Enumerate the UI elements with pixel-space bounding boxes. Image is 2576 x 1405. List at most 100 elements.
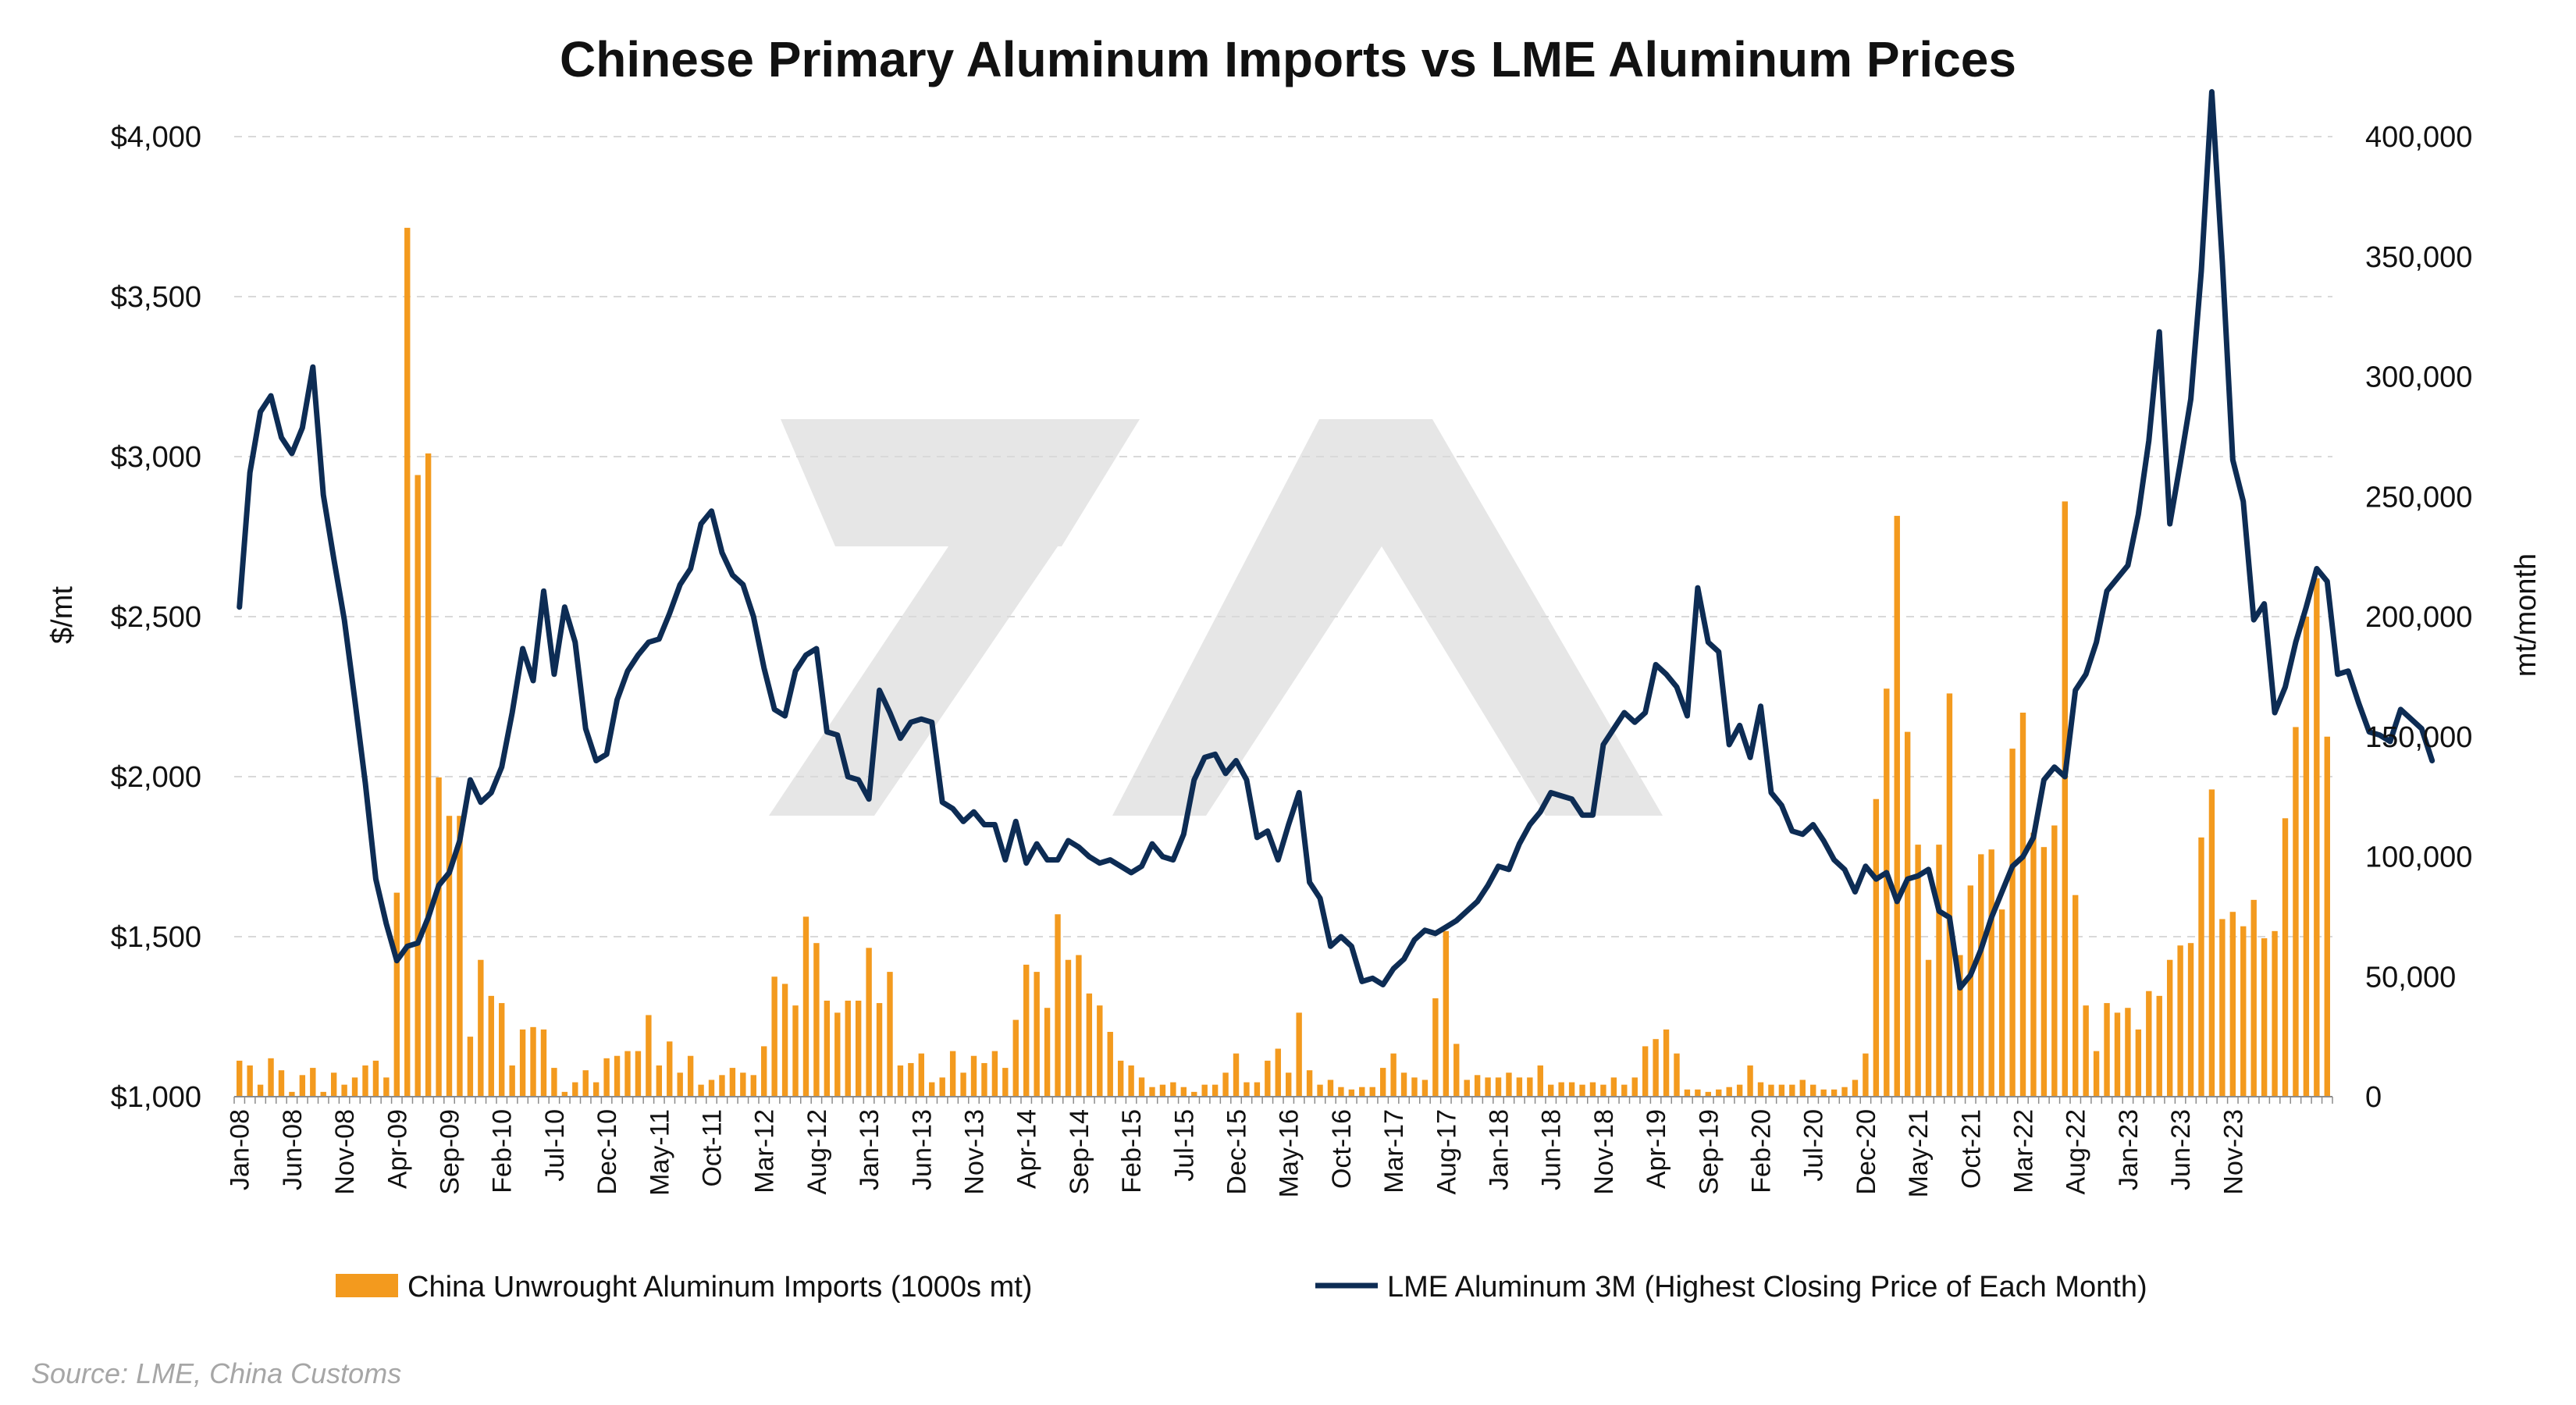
import-bar [2219, 919, 2226, 1097]
x-tick-label: Apr-09 [382, 1109, 412, 1189]
import-bar [1684, 1089, 1691, 1097]
left-tick-label: $3,000 [111, 441, 201, 474]
x-tick-label: Sep-09 [436, 1109, 465, 1195]
import-bar [540, 1029, 547, 1097]
source-note: Source: LME, China Customs [31, 1357, 401, 1389]
import-bar [1957, 955, 1963, 1097]
x-tick-label: Dec-20 [1852, 1109, 1881, 1195]
import-bar [1631, 1077, 1638, 1097]
right-tick-label: 300,000 [2365, 361, 2472, 394]
import-bar [1296, 1012, 1302, 1097]
import-bar [2104, 1003, 2110, 1097]
x-tick-label: Apr-19 [1642, 1109, 1671, 1189]
import-bar [761, 1046, 767, 1097]
import-bar [351, 1077, 358, 1097]
x-axis-ticks: Jan-08 Jun-08 Nov-08 Apr-09 Sep-09 Feb-10 Jul-… [226, 1097, 2333, 1197]
import-bar [551, 1068, 557, 1097]
import-bar [467, 1037, 474, 1097]
x-tick-label: Apr-14 [1012, 1109, 1042, 1189]
import-bar [1400, 1072, 1407, 1097]
x-tick-label: May-21 [1904, 1109, 1934, 1197]
x-tick-label: Sep-19 [1694, 1109, 1724, 1195]
right-tick-label: 350,000 [2365, 241, 2472, 274]
import-bar [341, 1084, 347, 1097]
import-bar [582, 1070, 589, 1097]
import-bar [1464, 1080, 1470, 1097]
import-bar [2051, 825, 2058, 1097]
import-bar [698, 1084, 704, 1097]
legend: China Unwrought Aluminum Imports (1000s … [336, 1271, 2147, 1304]
import-bar [561, 1091, 568, 1097]
import-bar [708, 1080, 715, 1097]
import-bar [1831, 1089, 1838, 1097]
x-tick-label: Nov-13 [960, 1109, 990, 1195]
x-tick-label: Mar-22 [2009, 1109, 2039, 1193]
import-bar [855, 1001, 862, 1097]
right-tick-label: 200,000 [2365, 601, 2472, 634]
import-bar [1379, 1068, 1386, 1097]
left-axis-ticks: $1,000 $1,500 $2,000 $2,500 $3,000 $3,500 $4,0… [111, 121, 201, 1114]
import-bar [981, 1062, 987, 1097]
left-tick-label: $1,500 [111, 921, 201, 954]
x-tick-label: Nov-18 [1589, 1109, 1619, 1195]
import-bar [918, 1053, 925, 1097]
import-bar [1002, 1068, 1009, 1097]
import-bar [1453, 1044, 1460, 1097]
import-bar [1568, 1082, 1575, 1097]
x-tick-label: Mar-12 [750, 1109, 780, 1193]
import-bar [1600, 1084, 1606, 1097]
import-bar [1537, 1065, 1543, 1097]
import-bar [1558, 1082, 1564, 1097]
price-line [237, 89, 2435, 991]
import-bar [1579, 1084, 1585, 1097]
import-bar [1768, 1084, 1774, 1097]
import-bar [1747, 1065, 1753, 1097]
import-bar [1548, 1084, 1554, 1097]
x-tick-label: Aug-12 [802, 1109, 832, 1195]
import-bar [2009, 749, 2016, 1097]
import-bar [2156, 995, 2162, 1097]
import-bar [1097, 1005, 1103, 1097]
import-bar [1180, 1087, 1187, 1097]
import-bar [2166, 959, 2173, 1097]
import-bar [2083, 1005, 2089, 1097]
import-bar [1044, 1008, 1051, 1097]
import-bar [2324, 736, 2330, 1097]
import-bar [792, 1005, 799, 1097]
import-bar [2135, 1029, 2142, 1097]
import-bar [1873, 799, 1880, 1097]
import-bar [1254, 1082, 1261, 1097]
import-bar [1170, 1082, 1176, 1097]
left-tick-label: $1,000 [111, 1081, 201, 1114]
import-bar [1695, 1089, 1701, 1097]
import-bar [1967, 885, 1974, 1097]
import-bar [1485, 1077, 1491, 1097]
x-tick-label: Feb-15 [1117, 1109, 1147, 1193]
import-bar [383, 1077, 390, 1097]
import-bar [1411, 1077, 1418, 1097]
import-bar [2261, 938, 2268, 1097]
import-bar [1443, 930, 1450, 1097]
import-bar [1653, 1039, 1659, 1097]
import-bar [1117, 1060, 1124, 1097]
import-bar [624, 1051, 631, 1097]
import-bar [1884, 688, 1890, 1097]
import-bar [876, 1003, 883, 1097]
x-tick-label: Aug-22 [2062, 1109, 2091, 1195]
right-tick-label: 250,000 [2365, 481, 2472, 514]
import-bar [845, 1001, 851, 1097]
import-bar [2240, 926, 2247, 1097]
import-bar [2114, 1012, 2121, 1097]
import-bar [499, 1003, 505, 1097]
import-bar [446, 816, 453, 1097]
import-bar [457, 816, 463, 1097]
import-bar [278, 1070, 285, 1097]
import-bar [2250, 899, 2257, 1097]
x-tick-label: Jan-18 [1485, 1109, 1514, 1190]
import-bar [1852, 1080, 1859, 1097]
import-bar [2073, 895, 2079, 1097]
x-tick-label: Jun-13 [907, 1109, 937, 1190]
import-bar [1726, 1087, 1732, 1097]
import-bar [2041, 847, 2048, 1097]
